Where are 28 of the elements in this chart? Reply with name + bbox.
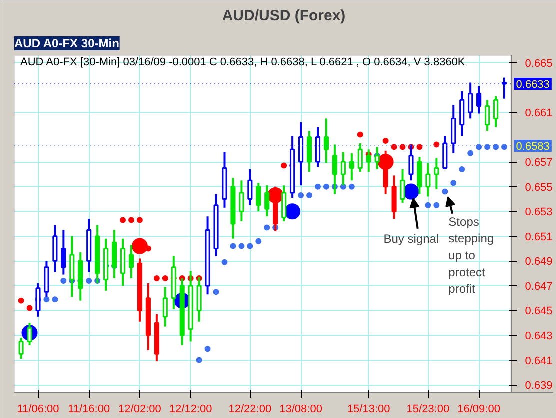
chart-title: AUD/USD (Forex) <box>222 8 346 24</box>
y-tick-label: 0.653 <box>525 206 553 219</box>
x-tick-label: 16/09:00 <box>458 404 500 416</box>
annotation: Stops stepping up to protect profit <box>448 214 494 296</box>
y-tick-label: 0.639 <box>525 380 553 392</box>
y-tick-label: 0.665 <box>525 58 553 70</box>
y-tick-label: 0.649 <box>525 256 553 268</box>
ref-line-label: 0.6633 <box>516 78 550 91</box>
y-tick-label: 0.641 <box>525 355 553 368</box>
y-tick-label: 0.657 <box>525 157 553 170</box>
chart-subtitle: AUD A0-FX [30-Min] 03/16/09 -0.0001 C 0.6633, H 0.6638, L 0.6621 , O 0.6634, V 3.8360K <box>20 56 466 68</box>
y-tick-label: 0.645 <box>525 306 553 318</box>
x-tick-label: 12/12:00 <box>169 404 212 416</box>
x-tick-label: 15/13:00 <box>347 404 390 416</box>
x-tick-label: 15/23:00 <box>406 404 450 416</box>
y-tick-label: 0.655 <box>525 182 553 194</box>
x-tick-label: 12/22:00 <box>228 404 272 416</box>
x-tick-label: 13/08:00 <box>280 404 322 416</box>
y-tick-label: 0.643 <box>525 330 553 343</box>
text: AUD A0-FX 30-Min <box>14 36 120 50</box>
x-tick-label: 11/16:00 <box>68 404 110 416</box>
annotation: Buy signal <box>384 232 440 246</box>
y-tick-label: 0.661 <box>525 107 553 120</box>
y-tick-label: 0.651 <box>525 231 553 244</box>
x-tick-label: 12/02:00 <box>118 404 162 416</box>
ref-line-label: 0.6583 <box>516 140 550 153</box>
x-tick-label: 11/06:00 <box>17 404 60 416</box>
y-tick-label: 0.647 <box>525 280 553 293</box>
